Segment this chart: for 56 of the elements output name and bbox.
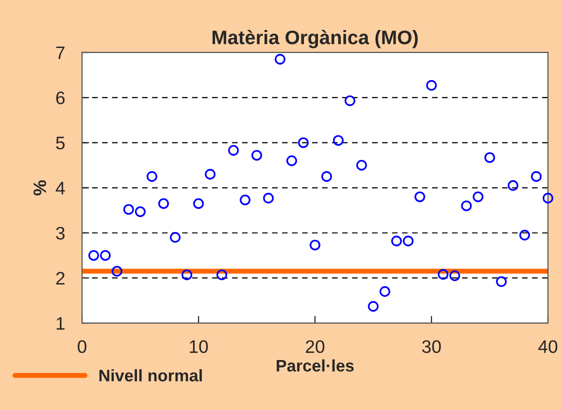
point [438, 269, 448, 280]
point [449, 270, 460, 282]
y-tick-label: 2 [56, 272, 64, 285]
point [542, 192, 554, 204]
x-tick-label: 10 [190, 340, 208, 354]
point [112, 266, 122, 277]
x-tick-label: 0 [78, 340, 86, 354]
y-tick-label: 3 [56, 226, 65, 240]
point [274, 54, 286, 65]
point [88, 250, 100, 261]
point [123, 204, 134, 215]
y-axis-title: % [33, 180, 46, 196]
point [368, 301, 379, 312]
point [508, 180, 518, 191]
point [263, 192, 274, 204]
point [134, 206, 146, 218]
point [170, 232, 181, 243]
point [228, 145, 239, 156]
point [240, 194, 250, 206]
y-tick-label: 5 [56, 136, 65, 150]
point [182, 269, 192, 280]
point [332, 135, 344, 146]
x-axis-title: Parcel·les [276, 359, 354, 372]
x-tick-label: 20 [306, 340, 324, 354]
point [216, 269, 228, 280]
point [496, 276, 507, 287]
point [251, 150, 262, 161]
point [391, 236, 402, 246]
point [286, 155, 298, 166]
y-tick-label: 4 [56, 182, 65, 194]
y-tick-label: 7 [56, 46, 64, 60]
point [100, 250, 111, 261]
point [204, 168, 216, 180]
point [426, 80, 437, 91]
point [414, 191, 426, 202]
x-tick-label: 30 [422, 340, 441, 354]
point [472, 191, 484, 202]
point [298, 137, 309, 148]
point [519, 230, 530, 240]
chart-title: Matèria Orgànica (MO) [212, 30, 418, 48]
point [344, 95, 356, 106]
point [530, 171, 542, 182]
point [193, 198, 204, 209]
point [146, 171, 158, 182]
x-tick-label: 40 [538, 340, 558, 354]
point [356, 160, 367, 171]
point [310, 240, 320, 250]
point [402, 236, 414, 246]
point [321, 171, 332, 182]
legend-label: Nivell normal [99, 369, 202, 382]
point [461, 200, 472, 212]
point [484, 152, 496, 163]
y-tick-label: 1 [56, 317, 65, 330]
point [158, 198, 169, 209]
point [380, 286, 390, 297]
y-tick-label: 6 [56, 92, 65, 104]
